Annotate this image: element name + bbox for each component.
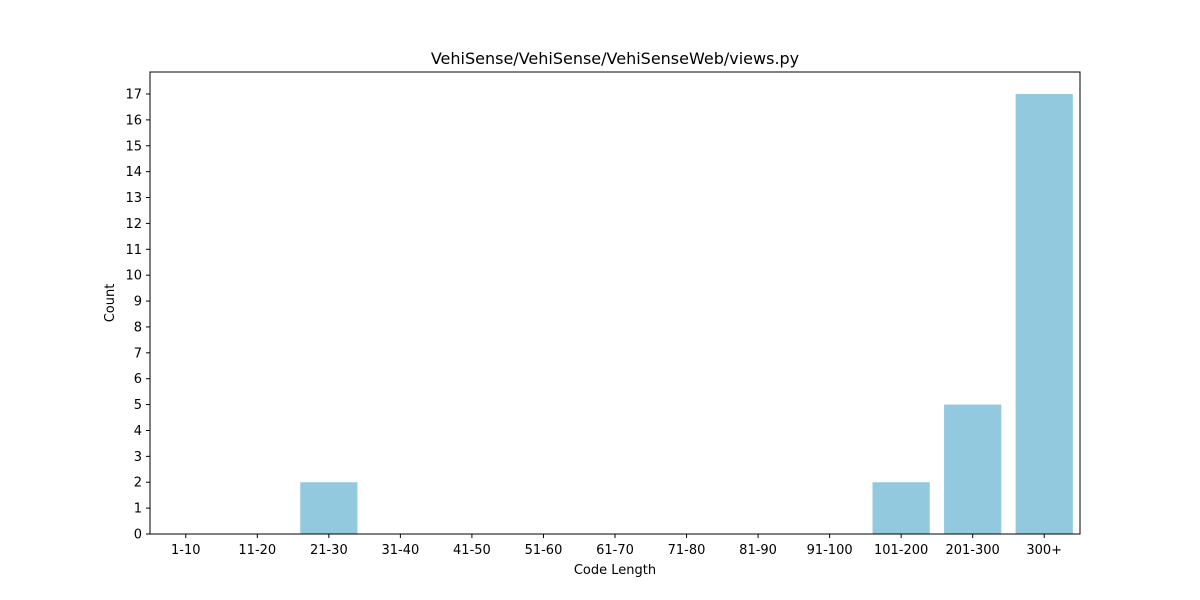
- x-tick-label: 21-30: [310, 543, 348, 558]
- bar-101-200: [872, 482, 930, 534]
- plot-frame: [149, 71, 1081, 535]
- x-tick-label: 51-60: [525, 543, 563, 558]
- y-tick-label: 1: [134, 502, 142, 517]
- y-tick-label: 17: [125, 88, 142, 103]
- bar-201-300: [944, 404, 1002, 534]
- y-axis-label: Count: [103, 284, 118, 323]
- y-tick-label: 6: [134, 372, 142, 387]
- y-tick-label: 13: [125, 191, 142, 206]
- y-tick-label: 3: [134, 450, 142, 465]
- x-tick-label: 1-10: [171, 543, 201, 558]
- y-tick-label: 16: [125, 113, 142, 128]
- y-tick-label: 2: [134, 476, 142, 491]
- x-tick-label: 11-20: [238, 543, 276, 558]
- y-tick-label: 5: [134, 398, 142, 413]
- x-axis-label: Code Length: [574, 563, 656, 578]
- x-tick-label: 201-300: [946, 543, 1000, 558]
- y-tick-label: 0: [134, 528, 142, 543]
- x-tick-label: 71-80: [668, 543, 706, 558]
- x-tick-label: 41-50: [453, 543, 491, 558]
- x-tick-label: 61-70: [596, 543, 634, 558]
- y-tick-label: 7: [134, 346, 142, 361]
- bar-300+: [1015, 94, 1073, 534]
- bars-group: [300, 94, 1073, 534]
- y-tick-label: 4: [134, 424, 142, 439]
- y-tick-label: 12: [125, 217, 142, 232]
- y-tick-label: 8: [134, 320, 142, 335]
- x-tick-label: 91-100: [807, 543, 853, 558]
- x-tick-label: 300+: [1026, 543, 1062, 558]
- y-tick-label: 11: [125, 243, 142, 258]
- y-tick-label: 10: [125, 269, 142, 284]
- x-tick-label: 101-200: [874, 543, 928, 558]
- bar-21-30: [300, 482, 358, 534]
- x-tick-label: 31-40: [381, 543, 419, 558]
- x-axis-ticks: 1-10 11-20 21-30 31-40 41-50 51-60 61-70 71-80 8…: [171, 534, 1062, 558]
- y-tick-label: 14: [125, 165, 142, 180]
- y-tick-label: 9: [134, 295, 142, 310]
- chart-title: VehiSense/VehiSense/VehiSenseWeb/views.p…: [431, 49, 799, 68]
- y-tick-label: 15: [125, 139, 142, 154]
- x-tick-label: 81-90: [739, 543, 777, 558]
